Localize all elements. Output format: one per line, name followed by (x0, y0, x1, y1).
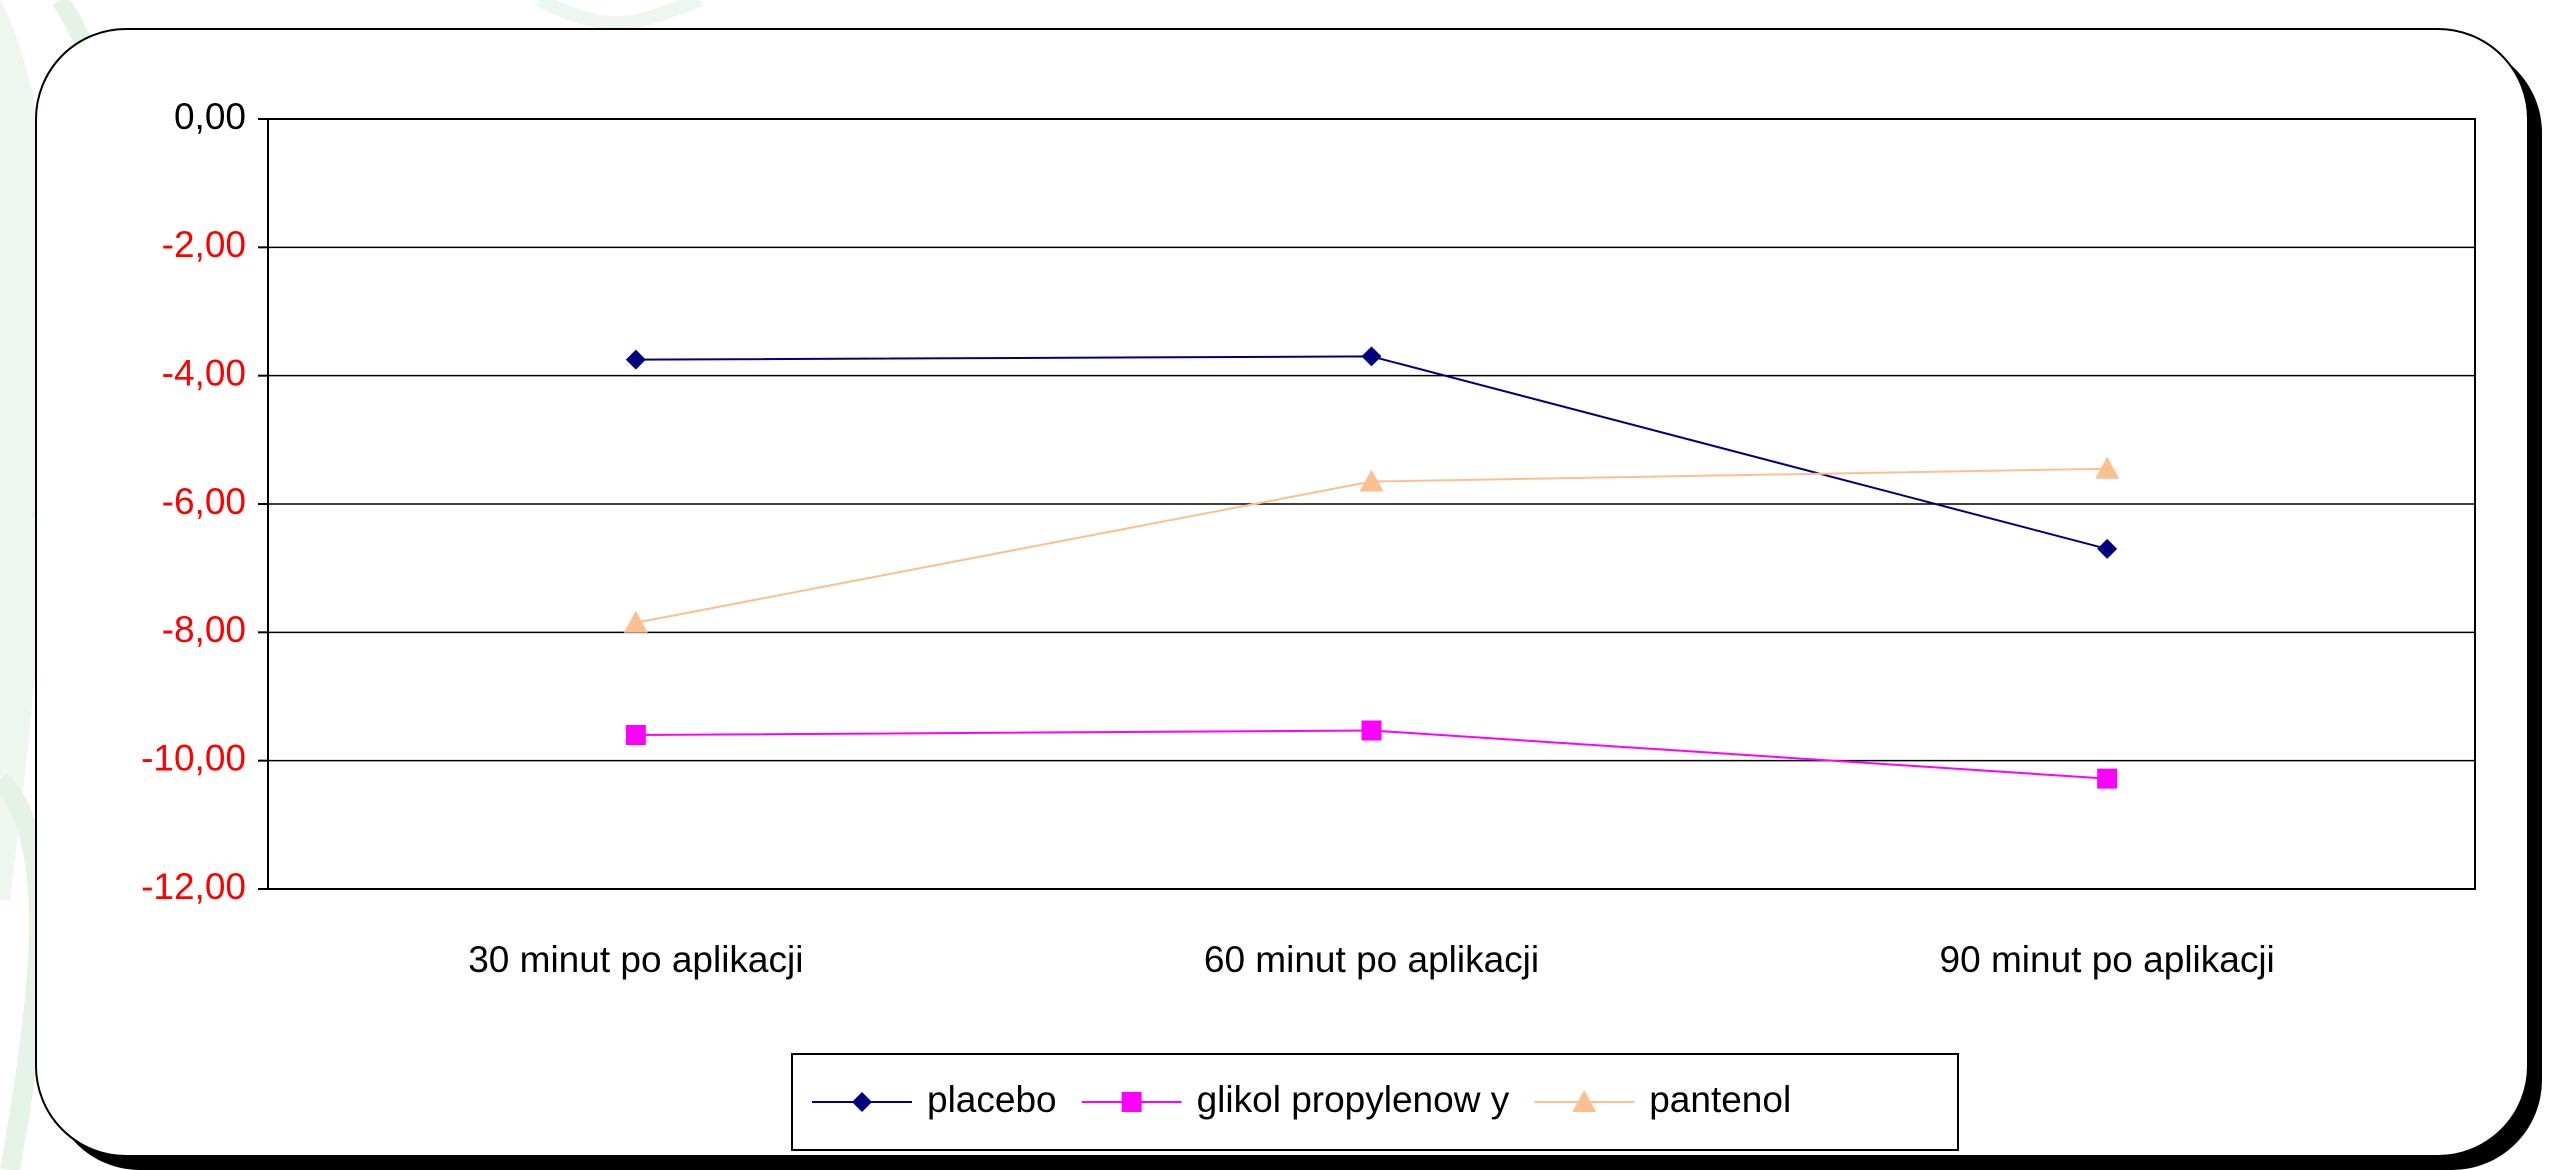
marker (1121, 1092, 1142, 1112)
marker (1572, 1090, 1597, 1112)
y-tick-label: -8,00 (162, 609, 246, 650)
legend-label: placebo (927, 1079, 1057, 1120)
legend-label: glikol propylenow y (1197, 1079, 1510, 1120)
legend-label: pantenol (1649, 1079, 1791, 1120)
y-tick-label: -10,00 (141, 737, 246, 778)
x-tick-label: 30 minut po aplikacji (468, 939, 803, 980)
marker (1361, 720, 1382, 741)
y-tick-label: -12,00 (141, 866, 246, 907)
y-tick-label: -2,00 (162, 224, 246, 265)
marker (852, 1092, 872, 1112)
marker (625, 349, 646, 370)
frame (35, 28, 2529, 1157)
marker (1361, 346, 1382, 367)
x-tick-label: 60 minut po aplikacji (1204, 939, 1539, 980)
marker (1359, 469, 1384, 492)
marker (2097, 768, 2118, 789)
y-tick-label: 0,00 (174, 96, 246, 137)
legend-box (791, 1053, 1959, 1151)
marker (2095, 456, 2120, 479)
marker (623, 610, 648, 633)
marker (2097, 538, 2118, 559)
y-tick-label: -4,00 (162, 352, 246, 393)
y-tick-label: -6,00 (162, 481, 246, 522)
marker (625, 725, 646, 745)
x-tick-label: 90 minut po aplikacji (1940, 939, 2275, 980)
